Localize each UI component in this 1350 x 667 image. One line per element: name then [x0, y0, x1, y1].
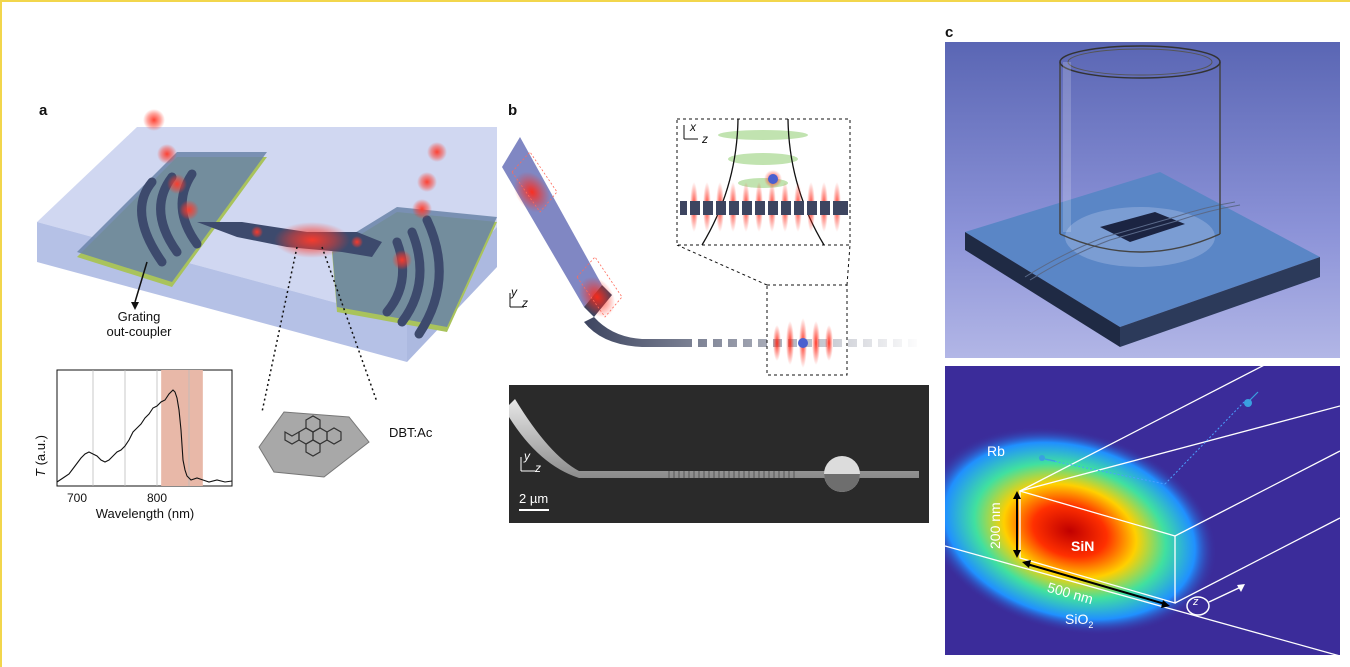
x-tick-700: 700 — [67, 491, 87, 505]
svg-text:T (a.u.): T (a.u.) — [33, 435, 48, 477]
ylabel-italic: T — [33, 468, 48, 477]
substrate-label-sub: 2 — [1088, 619, 1094, 630]
axis-z-mid: z — [522, 296, 528, 310]
axis-x-top: x — [690, 120, 696, 134]
spectrum-xlabel: Wavelength (nm) — [96, 506, 195, 521]
rb-atom-icon — [1039, 455, 1045, 461]
molecule-inset — [258, 411, 370, 478]
panel-a-letter: a — [39, 102, 48, 119]
dbt-molecule-icon — [284, 415, 342, 457]
grating-label: Grating out-coupler — [89, 309, 189, 339]
axis-y-mid: y — [511, 285, 517, 299]
panel-b-letter: b — [508, 102, 518, 119]
ylabel-rest: (a.u.) — [33, 435, 48, 469]
rb-atom-icon-2 — [1244, 399, 1252, 407]
axis-z-sem: z — [535, 461, 541, 475]
core-label: SiN — [1071, 538, 1095, 554]
height-label: 200 nm — [987, 502, 1003, 549]
grating-label-line2: out-coupler — [106, 324, 172, 339]
axis-z-top: z — [702, 132, 708, 146]
panel-b-waveguide-illustration — [502, 118, 923, 376]
axes-icon-mid — [509, 293, 524, 308]
axes-icon-sem — [520, 457, 535, 472]
rb-label: Rb — [987, 443, 1005, 459]
scale-bar-label: 2 µm — [519, 491, 549, 506]
spectrum-ylabel: T (a.u.) — [33, 435, 48, 477]
spectrum-curve — [56, 389, 233, 483]
transmission-spectrum: T (a.u.) 700 800 Wavelength (nm) — [33, 369, 233, 521]
panel-c-letter: c — [945, 24, 954, 41]
propagation-arrow-icon — [1186, 585, 1244, 616]
axes-icon-top — [683, 125, 698, 140]
grating-label-line1: Grating — [117, 309, 161, 324]
vapor-cell-render — [945, 42, 1340, 358]
x-tick-800: 800 — [147, 491, 167, 505]
panel-a-device-illustration — [37, 109, 497, 413]
molecule-label: DBT:Ac — [389, 425, 433, 440]
substrate-label-main: SiO — [1065, 611, 1089, 627]
axis-y-sem: y — [524, 449, 530, 463]
highlight-band — [161, 370, 203, 486]
mode-profile: Rb 200 nm SiN 500 nm SiO2 z — [945, 366, 1340, 655]
axis-z-label: z — [1193, 596, 1199, 608]
substrate-label: SiO2 — [1065, 611, 1093, 630]
sem-image: y z 2 µm — [509, 385, 929, 523]
